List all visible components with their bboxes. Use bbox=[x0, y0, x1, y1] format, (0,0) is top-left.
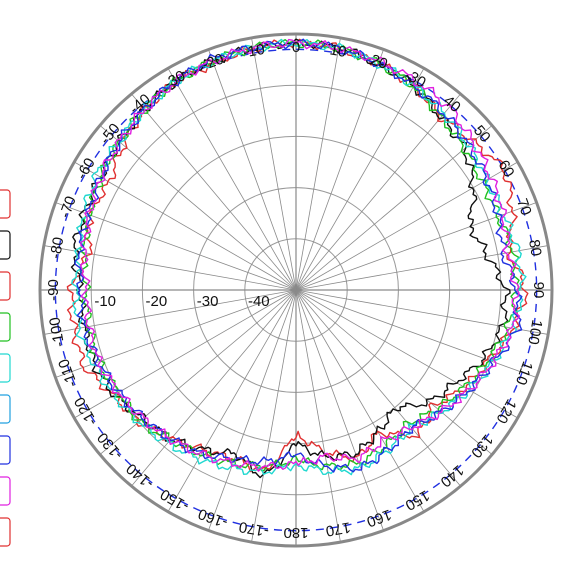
angle-tick-label: 70 bbox=[513, 196, 535, 217]
grid-spoke bbox=[295, 289, 549, 335]
legend-swatch bbox=[0, 476, 11, 506]
grid-spoke bbox=[251, 37, 297, 291]
angle-tick-label: 30 bbox=[406, 68, 429, 91]
angle-tick-label: -100 bbox=[46, 316, 68, 349]
legend-swatch bbox=[0, 394, 11, 424]
grid-spoke bbox=[167, 68, 297, 291]
grid-spoke bbox=[295, 289, 493, 455]
legend-swatch bbox=[0, 353, 11, 383]
reference-circle bbox=[54, 48, 538, 532]
angle-tick-label: -170 bbox=[238, 518, 271, 540]
series-group bbox=[66, 38, 529, 479]
grid-spoke bbox=[131, 289, 297, 487]
angle-tick-label: -130 bbox=[94, 429, 126, 463]
grid-spoke bbox=[74, 161, 297, 291]
radial-tick-label: -10 bbox=[94, 293, 116, 310]
angle-tick-label: 20 bbox=[368, 51, 389, 73]
grid-spoke bbox=[208, 49, 297, 291]
grid-spoke bbox=[295, 49, 384, 291]
legend-swatch bbox=[0, 312, 11, 342]
radial-labels: -10 -20 -30 -40 bbox=[94, 293, 269, 310]
angle-tick-label: -90 bbox=[45, 279, 62, 301]
grid-spoke bbox=[55, 202, 297, 291]
radial-tick-label: -30 bbox=[197, 293, 219, 310]
grid-spoke bbox=[131, 93, 297, 291]
angle-tick-label: -10 bbox=[242, 41, 266, 62]
angle-tick-label: 110 bbox=[512, 359, 536, 387]
angle-tick-label: 160 bbox=[364, 506, 393, 531]
grid-spoke bbox=[251, 289, 297, 543]
radial-tick-label: -20 bbox=[146, 293, 168, 310]
angle-tick-label: 80 bbox=[525, 238, 545, 257]
grid-spoke bbox=[295, 68, 425, 291]
polar-grid bbox=[38, 32, 554, 548]
series-line bbox=[71, 38, 527, 476]
grid-spoke bbox=[295, 125, 493, 291]
grid-spoke bbox=[295, 161, 518, 291]
angle-tick-label: 180 bbox=[283, 524, 308, 541]
grid-spoke bbox=[295, 93, 461, 291]
grid-spoke bbox=[208, 289, 297, 531]
grid-spoke bbox=[99, 289, 297, 455]
grid-spoke bbox=[295, 289, 341, 543]
legend-swatch bbox=[0, 230, 11, 260]
grid-spoke bbox=[99, 125, 297, 291]
angle-tick-label: 60 bbox=[495, 157, 518, 180]
grid-spoke bbox=[295, 37, 341, 291]
radial-tick-label: -40 bbox=[248, 293, 270, 310]
series-line bbox=[79, 38, 521, 472]
legend-swatch bbox=[0, 271, 11, 301]
angle-tick-label: -70 bbox=[56, 194, 79, 220]
series-line bbox=[70, 38, 511, 479]
angle-tick-label: 10 bbox=[328, 41, 347, 61]
legend bbox=[0, 189, 11, 547]
angle-tick-label: -80 bbox=[47, 236, 68, 260]
angle-tick-label: 90 bbox=[530, 282, 547, 299]
angle-tick-label: -140 bbox=[123, 460, 157, 492]
grid-spoke bbox=[295, 289, 461, 487]
grid-spoke bbox=[167, 289, 297, 512]
angle-tick-label: 170 bbox=[324, 518, 352, 539]
grid-spoke bbox=[295, 289, 425, 512]
legend-swatch bbox=[0, 517, 11, 547]
grid-spoke bbox=[295, 289, 384, 531]
legend-swatch bbox=[0, 435, 11, 465]
angle-tick-label: 0 bbox=[292, 39, 300, 56]
legend-swatch bbox=[0, 189, 11, 219]
angle-tick-label: 100 bbox=[524, 318, 545, 346]
angle-tick-label: -120 bbox=[71, 394, 101, 429]
angle-tick-label: -20 bbox=[200, 50, 226, 73]
grid-spoke bbox=[295, 289, 518, 419]
